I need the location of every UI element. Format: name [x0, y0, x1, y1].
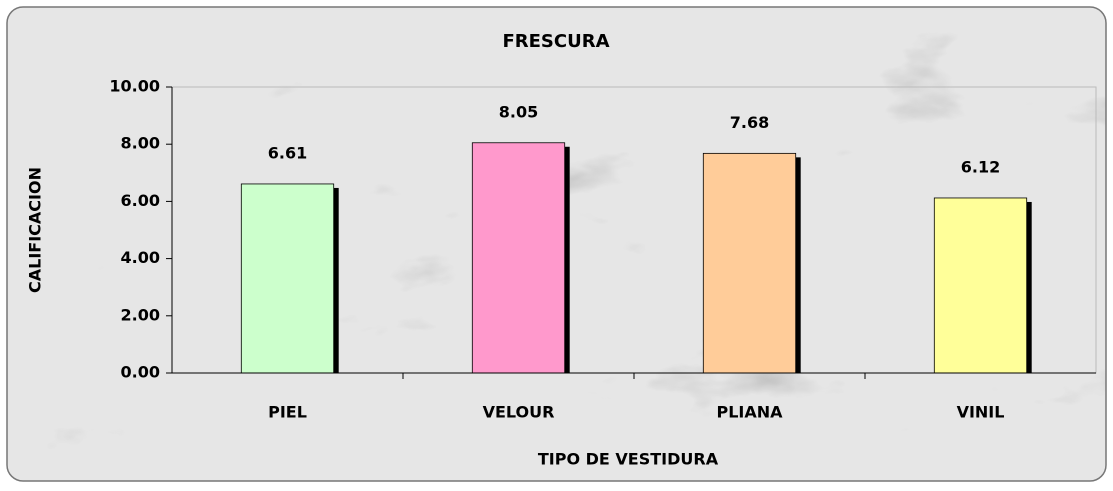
chart-title: FRESCURA [502, 31, 609, 52]
frame [6, 6, 1107, 482]
value-label: 6.12 [961, 157, 1000, 176]
bar [933, 197, 1028, 374]
value-label: 6.61 [268, 143, 307, 162]
x-tick-label: VINIL [957, 403, 1005, 422]
x-tick-label: VELOUR [483, 403, 555, 422]
bar [240, 183, 335, 374]
bar [702, 152, 797, 374]
bar [471, 142, 566, 374]
y-tick-label: 4.00 [121, 248, 160, 267]
y-tick-label: 2.00 [121, 305, 160, 324]
y-axis-label: CALIFICACION [26, 167, 45, 293]
value-label: 7.68 [730, 113, 769, 132]
y-tick-label: 6.00 [121, 191, 160, 210]
value-label: 8.05 [499, 102, 538, 121]
x-tick-label: PLIANA [716, 403, 783, 422]
y-tick-label: 8.00 [121, 134, 160, 153]
y-tick-label: 10.00 [109, 77, 160, 96]
y-tick-label: 0.00 [121, 363, 160, 382]
x-axis-label: TIPO DE VESTIDURA [538, 450, 719, 469]
x-tick-label: PIEL [268, 403, 307, 422]
